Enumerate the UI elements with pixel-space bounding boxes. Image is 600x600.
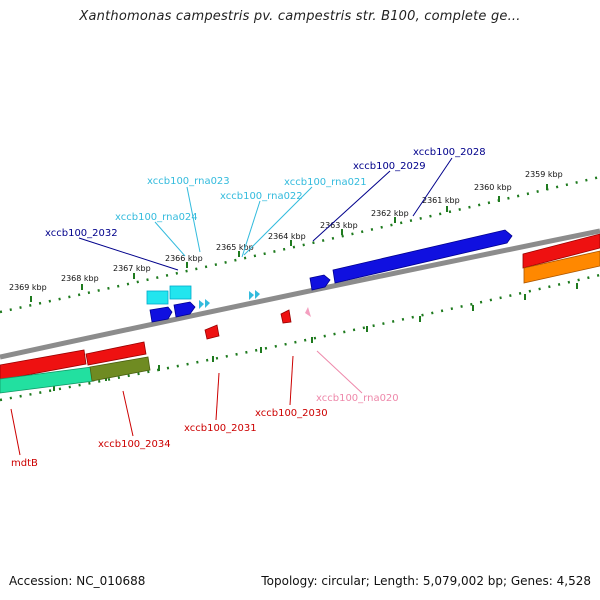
tick-label: 2364 kbp <box>268 232 306 241</box>
backbone <box>0 228 600 360</box>
tick-label: 2360 kbp <box>474 183 512 192</box>
gene-label: xccb100_rna022 <box>220 191 303 202</box>
gene-xccb100_2032[interactable] <box>149 306 173 323</box>
gene-xccb100_2034[interactable] <box>85 341 147 366</box>
gene-xccb100_rna023[interactable] <box>146 290 169 305</box>
gene-xccb100_2028[interactable] <box>332 229 513 284</box>
gene-xccb100_rna021[interactable] <box>249 291 254 300</box>
tick-label: 2359 kbp <box>525 170 563 179</box>
gene-labels: xccb100_2028 xccb100_2029 xccb100_rna021… <box>11 147 486 469</box>
gene-label: xccb100_2030 <box>255 408 328 419</box>
tick-label: 2361 kbp <box>422 196 460 205</box>
gene-label: xccb100_rna021 <box>284 177 367 188</box>
gene-xccb100_2029[interactable] <box>309 274 331 291</box>
gene-xccb100_rna024[interactable] <box>169 285 192 300</box>
gene-orange-right[interactable] <box>523 250 600 284</box>
tick-label: 2367 kbp <box>113 264 151 273</box>
forward-major-ticks <box>30 184 548 302</box>
gene-xccb100_rna022b[interactable] <box>205 299 210 308</box>
gene-xccb100_rna021b[interactable] <box>255 290 260 299</box>
scale-labels: 2359 kbp 2360 kbp 2361 kbp 2362 kbp 2363… <box>9 170 563 292</box>
gene-label: mdtB <box>11 458 38 469</box>
tick-label: 2368 kbp <box>61 274 99 283</box>
gene-label: xccb100_rna020 <box>316 393 399 404</box>
forward-features[interactable] <box>146 229 513 323</box>
gene-olive[interactable] <box>89 356 151 382</box>
gene-label: xccb100_2034 <box>98 439 171 450</box>
gene-xccb100_rna020[interactable] <box>305 307 311 317</box>
gene-label: xccb100_2029 <box>353 161 426 172</box>
gene-xccb100_2030[interactable] <box>280 309 292 324</box>
tick-label: 2365 kbp <box>216 243 254 252</box>
reverse-features[interactable] <box>0 233 600 394</box>
gene-mdtB[interactable] <box>0 349 87 381</box>
gene-xccb100_2031[interactable] <box>204 324 220 340</box>
tick-label: 2369 kbp <box>9 283 47 292</box>
map-title: Xanthomonas campestris pv. campestris st… <box>79 9 521 24</box>
gene-label: xccb100_rna024 <box>115 212 198 223</box>
accession-text: Accession: NC_010688 <box>9 574 146 588</box>
gene-label: xccb100_2031 <box>184 423 257 434</box>
tick-label: 2362 kbp <box>371 209 409 218</box>
gene-label: xccb100_2032 <box>45 228 118 239</box>
gene-xccb100_rna022[interactable] <box>199 300 204 309</box>
gene-red-right[interactable] <box>522 233 600 269</box>
gene-label: xccb100_rna023 <box>147 176 230 187</box>
label-leaders <box>10 157 453 456</box>
tick-label: 2363 kbp <box>320 221 358 230</box>
gene-xccb100_2033[interactable] <box>173 301 196 318</box>
gene-label: xccb100_2028 <box>413 147 486 158</box>
genome-summary: Topology: circular; Length: 5,079,002 bp… <box>261 574 591 588</box>
tick-label: 2366 kbp <box>165 254 203 263</box>
